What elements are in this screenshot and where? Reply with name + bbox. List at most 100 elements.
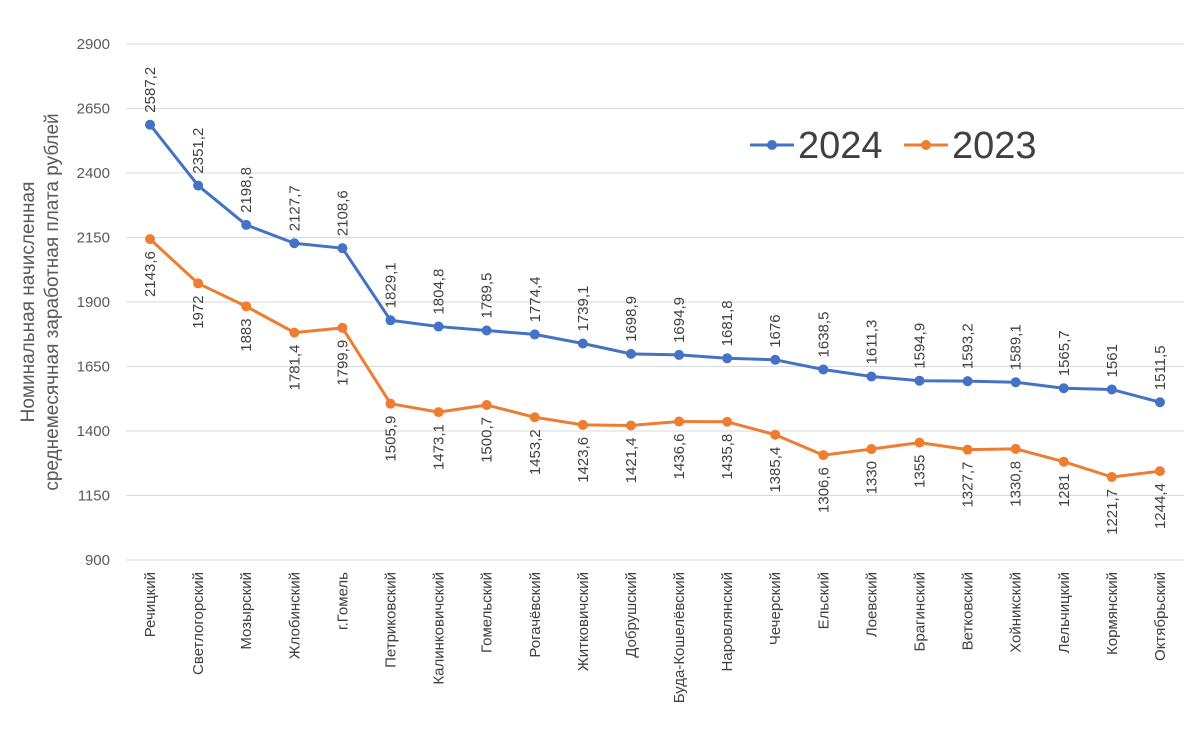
- data-label-2023: 1385,4: [767, 447, 784, 493]
- data-label-2024: 1565,7: [1056, 330, 1073, 376]
- data-label-2023: 1781,4: [286, 345, 303, 391]
- data-point-2024: [914, 375, 925, 386]
- data-point-2023: [145, 234, 156, 245]
- data-label-2024: 2198,8: [238, 167, 255, 213]
- data-label-2023: 2143,6: [142, 251, 159, 297]
- data-label-2024: 1611,3: [863, 320, 880, 365]
- data-label-2024: 1829,1: [383, 262, 400, 308]
- y-axis: 900 1150 1400 1650 1900 2150 2400 2650 2900: [77, 36, 110, 569]
- gridlines: [126, 43, 1184, 561]
- data-point-2023: [1058, 456, 1069, 467]
- legend: 2024 2023: [750, 125, 1037, 167]
- data-label-2023: 1421,4: [623, 437, 640, 483]
- data-label-2023: 1221,7: [1104, 489, 1121, 535]
- x-tick-label: Лельчицкий: [1056, 572, 1073, 653]
- data-point-2023: [674, 416, 685, 427]
- data-label-2023: 1972: [190, 295, 207, 328]
- data-label-2023: 1436,6: [671, 434, 688, 480]
- legend-marker-2023: [921, 140, 931, 150]
- data-point-2023: [818, 450, 829, 461]
- data-point-2024: [577, 338, 588, 349]
- data-point-2024: [1106, 384, 1117, 395]
- data-point-2024: [1154, 397, 1165, 408]
- data-point-2023: [866, 444, 877, 455]
- x-tick-label: Мозырский: [238, 572, 255, 650]
- x-tick-label: Хойникский: [1008, 572, 1025, 653]
- data-label-2023: 1330,8: [1008, 461, 1025, 507]
- x-tick-label: Ветковский: [960, 572, 977, 650]
- data-point-2023: [1106, 472, 1117, 483]
- x-tick-label: Кормянский: [1104, 572, 1121, 655]
- data-label-2024: 1561: [1104, 344, 1121, 377]
- data-point-2024: [770, 354, 781, 365]
- y-axis-title-line1: Номинальная начисленная: [18, 182, 39, 423]
- data-point-2023: [770, 429, 781, 440]
- data-label-2023: 1327,7: [960, 462, 977, 508]
- data-point-2023: [433, 407, 444, 418]
- x-tick-label: Ельский: [815, 572, 832, 629]
- data-label-2023: 1500,7: [479, 417, 496, 463]
- data-label-2023: 1423,6: [575, 437, 592, 483]
- data-label-2023: 1355: [912, 455, 929, 488]
- data-point-2024: [337, 243, 348, 254]
- data-label-2024: 1589,1: [1008, 324, 1025, 370]
- data-point-2024: [289, 238, 300, 249]
- data-label-2023: 1505,9: [383, 416, 400, 462]
- x-tick-label: Лоевский: [863, 572, 880, 637]
- x-tick-label: Наровлянский: [719, 572, 736, 671]
- x-tick-label: Калинковичский: [431, 572, 448, 685]
- y-tick-label: 1400: [77, 423, 110, 440]
- data-point-2023: [481, 400, 492, 411]
- data-label-2024: 1774,4: [527, 277, 544, 323]
- series-line-2023: [149, 238, 1161, 479]
- x-tick-label: г.Гомель: [334, 572, 351, 630]
- data-label-2023: 1883: [238, 318, 255, 351]
- data-label-2024: 1593,2: [960, 323, 977, 369]
- data-point-2023: [914, 437, 925, 448]
- y-axis-title-line2: среднемесячная заработная плата рублей: [42, 113, 63, 490]
- x-tick-label: Житковичский: [575, 572, 592, 671]
- data-point-2023: [722, 416, 733, 427]
- data-label-2024: 1694,9: [671, 297, 688, 343]
- x-tick-label: Октябрьский: [1152, 572, 1169, 661]
- x-tick-label: Речицкий: [142, 572, 159, 637]
- data-point-2023: [1010, 443, 1021, 454]
- y-tick-label: 900: [85, 552, 110, 569]
- y-tick-label: 2900: [77, 36, 110, 53]
- data-label-2023: 1244,4: [1152, 483, 1169, 529]
- y-tick-label: 2650: [77, 101, 110, 118]
- data-label-2023: 1435,8: [719, 434, 736, 480]
- x-tick-label: Гомельский: [479, 572, 496, 653]
- y-tick-label: 1650: [77, 359, 110, 376]
- data-point-2023: [289, 327, 300, 338]
- data-label-2024: 1698,9: [623, 296, 640, 342]
- data-point-2023: [1154, 466, 1165, 477]
- x-tick-label: Чечерский: [767, 572, 784, 645]
- data-label-2024: 1739,1: [575, 286, 592, 332]
- data-label-2023: 1306,6: [815, 467, 832, 513]
- data-point-2023: [193, 278, 204, 289]
- data-label-2024: 1638,5: [815, 312, 832, 358]
- data-point-2024: [433, 321, 444, 332]
- y-tick-label: 1150: [78, 488, 110, 505]
- data-point-2024: [1010, 377, 1021, 388]
- data-point-2023: [625, 420, 636, 431]
- data-label-2023: 1330: [863, 461, 880, 494]
- data-labels: 2587,2 2351,2 2198,8 2127,7 2108,6 1829,1 1804…: [142, 67, 1169, 535]
- x-tick-label: Буда-Кошелёвский: [671, 572, 688, 703]
- data-label-2023: 1473,1: [431, 424, 448, 470]
- data-point-2024: [385, 315, 396, 326]
- data-point-2024: [962, 376, 973, 387]
- data-point-2024: [722, 353, 733, 364]
- data-point-2023: [529, 412, 540, 423]
- data-label-2024: 1676: [767, 314, 784, 347]
- data-point-2024: [674, 349, 685, 360]
- series-line-2024: [148, 123, 1161, 404]
- data-point-2023: [241, 301, 252, 312]
- legend-label-2023: 2023: [952, 125, 1037, 167]
- legend-label-2024: 2024: [798, 125, 883, 167]
- legend-marker-2024: [767, 140, 777, 150]
- data-point-2024: [625, 348, 636, 359]
- data-label-2023: 1281: [1056, 474, 1073, 507]
- data-label-2023: 1799,9: [334, 340, 351, 386]
